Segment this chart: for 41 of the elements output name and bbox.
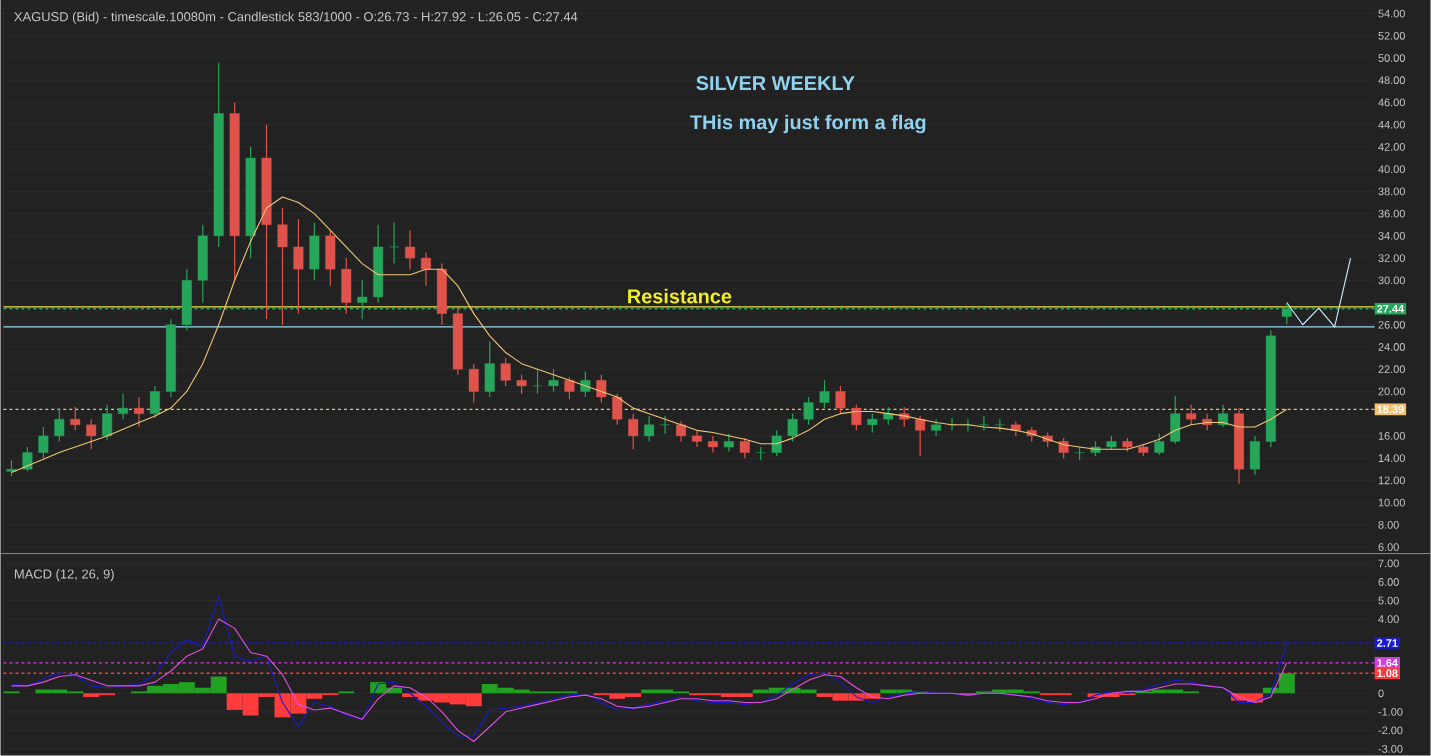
y-tick-label: 30.00 [1378,276,1405,285]
y-tick-label: 12.00 [1378,476,1405,485]
y-tick-label: 22.00 [1378,365,1405,374]
y-tick-label: 5.00 [1378,596,1399,605]
y-tick-label: 16.00 [1378,431,1405,440]
chart-title: XAGUSD (Bid) - timescale.10080m - Candlestick 583/1000 - O:26.73 - H:27.92 - L:26.05 - C:27.44 [14,11,578,24]
y-tick-label: 10.00 [1378,498,1405,507]
y-tick-label: 40.00 [1378,165,1405,173]
ref-line-label: 1.08 [1377,669,1398,678]
y-tick-label: 46.00 [1378,98,1405,107]
annotation: THis may just form a flag [690,114,926,134]
y-tick-label: 34.00 [1378,231,1405,240]
y-tick-label: 32.00 [1378,254,1405,262]
ref-line-label: 1.64 [1377,658,1398,667]
y-tick-label: -2.00 [1378,726,1403,735]
y-tick-label: 44.00 [1378,120,1405,129]
y-tick-label: 14.00 [1378,454,1405,462]
y-tick-label: 36.00 [1378,209,1405,218]
annotation: SILVER WEEKLY [696,76,855,91]
y-tick-label: -1.00 [1378,707,1403,716]
text: MACD (12, 26, 9) [14,569,114,582]
ref-line-label: 2.71 [1377,639,1398,647]
ref-line-label: 27.44 [1377,304,1405,313]
y-tick-label: 4.00 [1378,615,1399,623]
y-tick-label: 48.00 [1378,76,1405,85]
y-tick-label: -3.00 [1378,744,1403,753]
y-tick-label: 24.00 [1378,343,1405,351]
y-tick-label: 20.00 [1378,387,1405,396]
annotation: Resistance [628,288,732,304]
y-tick-label: 54.00 [1378,9,1405,18]
y-tick-label: 8.00 [1378,520,1399,529]
y-tick-label: 6.00 [1378,578,1399,586]
y-tick-label: 50.00 [1378,54,1405,62]
y-tick-label: 0 [1378,689,1384,698]
y-tick-label: 26.00 [1378,320,1405,329]
ref-line-label: 18.39 [1377,405,1404,414]
y-tick-label: 7.00 [1378,559,1399,568]
y-tick-label: 42.00 [1378,143,1405,151]
y-tick-label: 38.00 [1378,187,1405,196]
y-tick-label: 6.00 [1378,543,1399,551]
y-tick-label: 52.00 [1378,31,1405,40]
